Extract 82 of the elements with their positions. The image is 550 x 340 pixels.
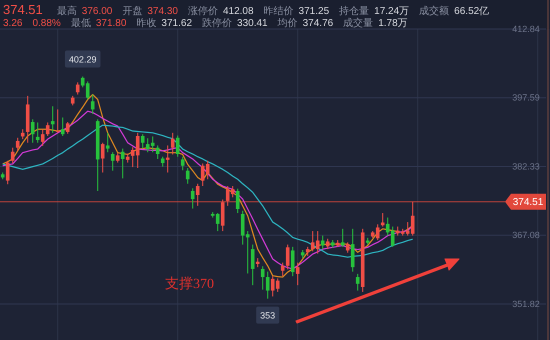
annotation: 0.88% <box>32 18 61 29</box>
candlestick <box>90 94 94 114</box>
candlestick <box>110 152 114 172</box>
candlestick <box>160 156 164 168</box>
annotation: 最低 <box>70 18 91 29</box>
candlestick <box>16 137 20 152</box>
annotation: 371.80 <box>96 18 127 29</box>
candlestick <box>220 199 224 232</box>
annotation: 支撑370 <box>165 276 214 292</box>
text: 66.52亿 <box>454 6 490 17</box>
text: 376.00 <box>82 6 113 17</box>
annotation: 1.78万 <box>378 18 408 29</box>
candlestick <box>286 244 290 270</box>
candlestick <box>356 273 360 292</box>
text: 17.24万 <box>374 6 410 17</box>
candlestick <box>30 118 34 144</box>
candlestick <box>196 183 200 206</box>
candlestick <box>320 235 324 250</box>
candlestick <box>296 262 300 286</box>
text: 374.51 <box>3 2 43 17</box>
candlestick <box>346 242 350 254</box>
text: 涨停价 <box>188 5 218 17</box>
candlestick <box>156 144 160 160</box>
candlestick <box>50 106 54 134</box>
candlestick <box>256 258 260 268</box>
text: 412.08 <box>222 6 254 17</box>
annotation: 跌停价 <box>202 17 232 29</box>
candlestick <box>250 244 254 286</box>
candlestick <box>260 266 264 290</box>
candlestick <box>46 122 50 136</box>
candlestick <box>350 228 354 272</box>
candlestick <box>100 142 104 173</box>
y-tick-label: 351.82 <box>512 299 540 309</box>
candlestick <box>116 152 120 164</box>
annotation: 371.62 <box>161 18 192 29</box>
candlestick <box>6 160 10 185</box>
y-tick-label: 382.33 <box>512 162 540 172</box>
annotation: 成交量 <box>343 17 374 29</box>
annotation: 374.76 <box>302 18 334 29</box>
candlestick <box>236 188 240 214</box>
candlestick <box>76 82 80 96</box>
y-tick-label: 397.59 <box>512 92 540 103</box>
candlestick <box>70 95 74 106</box>
candlestick <box>180 156 184 171</box>
candlestick <box>340 228 344 248</box>
text: 374.30 <box>147 6 178 17</box>
candlestick <box>176 135 180 158</box>
annotation: 3.26 <box>3 18 23 29</box>
candlestick <box>20 128 24 140</box>
annotation: 353 <box>260 310 276 321</box>
candlestick <box>36 122 40 144</box>
candlestick <box>60 117 64 136</box>
candlestick <box>56 108 60 134</box>
text: 成交额 <box>419 5 450 17</box>
candlestick <box>290 246 294 277</box>
text: 持仓量 <box>339 5 370 17</box>
annotation: 330.41 <box>237 18 268 29</box>
candlestick <box>40 128 44 146</box>
candlestick <box>306 246 310 256</box>
annotation: 昨收 <box>136 17 156 29</box>
candlestick <box>120 148 124 179</box>
text: 371.25 <box>298 6 330 17</box>
candlestick <box>166 144 170 173</box>
candlestick <box>266 271 270 300</box>
annotation: 402.29 <box>68 54 96 65</box>
y-tick-label: 412.84 <box>512 24 540 34</box>
candlestick <box>126 153 130 164</box>
candlestick <box>190 188 194 210</box>
candlestick <box>326 238 330 250</box>
candlestick <box>66 122 70 134</box>
ref-line-label: 374.51 <box>512 197 544 208</box>
candlestick <box>106 132 110 153</box>
text: 开盘 <box>122 5 142 17</box>
text: 昨结价 <box>264 5 294 17</box>
candlestick <box>10 147 14 164</box>
text: 最高 <box>56 5 77 17</box>
y-tick-label: 367.08 <box>512 230 540 240</box>
annotation: 均价 <box>276 17 298 29</box>
candlestick <box>170 132 174 155</box>
candlestick <box>186 167 190 184</box>
candlestick <box>140 134 144 150</box>
candlestick <box>380 212 384 228</box>
